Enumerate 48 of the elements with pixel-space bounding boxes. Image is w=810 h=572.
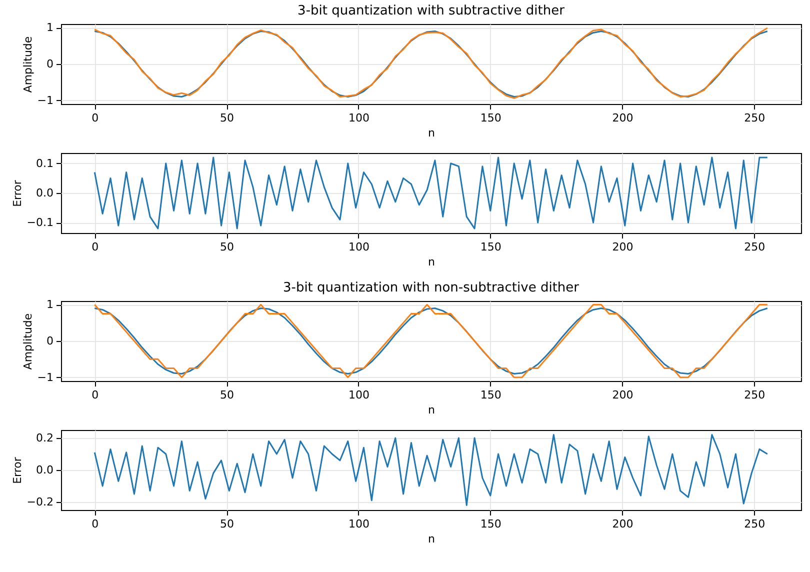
y-tick-label: −0.1 [26,216,54,230]
y-tick-label: −0.2 [26,496,54,508]
y-tick-label: 0 [46,334,54,348]
x-tick-label: 50 [220,518,234,530]
y-tick-label: 0 [46,58,54,70]
y-tick-label: 0.1 [36,156,54,170]
x-tick-label: 0 [92,388,99,402]
x-tick-label: 150 [480,388,502,402]
y-axis-title: Error [10,180,24,207]
y-axis-title: Amplitude [21,36,34,93]
y-tick-label: 0.2 [36,432,54,444]
x-tick-label: 200 [612,112,634,124]
y-tick-label: 0.0 [36,186,54,200]
x-tick-label: 150 [480,112,502,124]
x-tick-label: 250 [744,518,766,530]
line-series [94,156,768,230]
x-tick-label: 50 [220,240,234,254]
x-tick-label: 200 [612,518,634,530]
y-tick-label: −1 [37,370,54,384]
x-tick-label: 100 [348,240,370,254]
x-tick-label: 0 [92,240,99,254]
x-axis-title: n [428,404,436,416]
x-axis-title: n [428,532,436,546]
y-tick-label: 1 [46,298,54,312]
x-tick-label: 0 [92,112,99,124]
x-tick-label: 150 [480,518,502,530]
y-tick-label: 0.0 [36,464,54,476]
y-tick-label: 1 [46,21,54,34]
x-axis-title: n [428,256,436,268]
x-tick-label: 0 [92,518,99,530]
x-tick-label: 100 [348,112,370,124]
x-tick-label: 250 [744,112,766,124]
x-axis-title: n [428,126,436,140]
y-axis-title: Error [10,456,24,484]
x-tick-label: 200 [612,240,634,254]
x-tick-label: 50 [220,112,234,124]
chart-title: 3-bit quantization with non-subtractive dither [282,280,580,296]
x-tick-label: 200 [612,388,634,402]
chart-title: 3-bit quantization with subtractive dither [298,4,566,19]
x-tick-label: 250 [744,240,766,254]
y-tick-label: −1 [37,94,54,107]
x-tick-label: 150 [480,240,502,254]
x-tick-label: 100 [348,388,370,402]
x-tick-label: 50 [220,388,234,402]
line-series [94,434,768,506]
x-tick-label: 250 [744,388,766,402]
x-tick-label: 100 [348,518,370,530]
y-axis-title: Amplitude [21,313,34,370]
